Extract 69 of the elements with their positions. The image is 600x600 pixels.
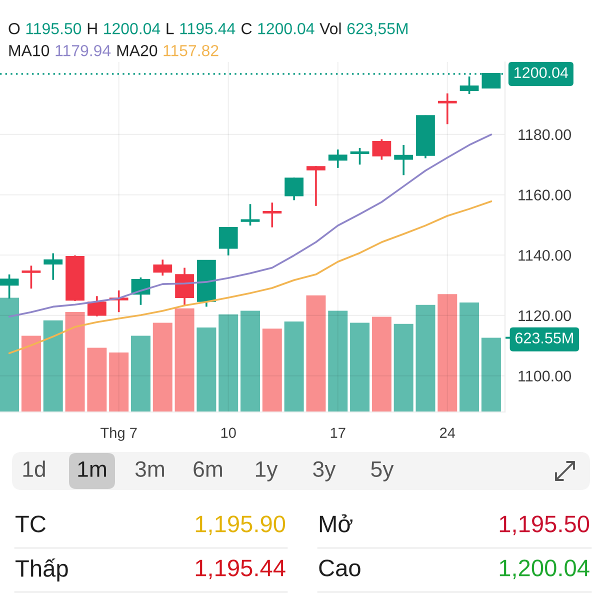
bar bbox=[87, 348, 107, 412]
bar bbox=[196, 327, 216, 412]
candlestick bbox=[240, 203, 260, 226]
bar bbox=[174, 308, 194, 412]
bar bbox=[306, 295, 326, 412]
text: 1d bbox=[23, 460, 45, 477]
y-tick-label: 1180.00 bbox=[518, 129, 571, 140]
candlestick bbox=[44, 252, 63, 281]
y-tick-label: 1100.00 bbox=[518, 370, 571, 382]
candlestick bbox=[328, 148, 348, 169]
y-tick-label: 1120.00 bbox=[518, 310, 571, 322]
candlestick bbox=[87, 295, 106, 318]
x-tick-label: 10 bbox=[221, 428, 236, 438]
candlestick bbox=[175, 266, 194, 306]
text: 1,195.44 bbox=[196, 560, 286, 580]
bar bbox=[109, 352, 129, 412]
y-tick-label: 1140.00 bbox=[518, 250, 571, 261]
ref-line-label: 1200.04 bbox=[514, 67, 568, 78]
text: Thấp bbox=[16, 558, 68, 582]
bar bbox=[152, 322, 172, 412]
bar bbox=[394, 324, 414, 412]
text: 6m bbox=[194, 461, 222, 477]
text: TC bbox=[16, 516, 46, 532]
text: 3m bbox=[135, 461, 164, 477]
text: Cao bbox=[319, 560, 360, 576]
bar bbox=[262, 328, 282, 412]
candlestick bbox=[438, 92, 457, 126]
candlestick bbox=[306, 165, 326, 207]
text: Mở bbox=[320, 514, 352, 532]
text: 1,195.90 bbox=[196, 516, 286, 536]
bar bbox=[43, 320, 63, 412]
bar bbox=[218, 314, 238, 412]
line-series bbox=[8, 134, 492, 318]
text: 1,195.50 bbox=[500, 516, 590, 536]
candlestick bbox=[153, 258, 172, 277]
x-tick-label: 24 bbox=[440, 428, 456, 438]
candlestick bbox=[372, 138, 392, 161]
text: 1,200.04 bbox=[500, 560, 590, 580]
candlestick bbox=[394, 144, 414, 176]
bar bbox=[372, 316, 392, 412]
text: O 1195.50 H 1200.04 L 1195.44 C 1200.04 Vol 623,55M bbox=[8, 22, 408, 36]
y2-tick-label: 623.55M bbox=[516, 332, 573, 344]
candlestick bbox=[284, 176, 304, 202]
bar bbox=[130, 336, 150, 412]
text: 1m bbox=[78, 461, 106, 477]
bar bbox=[438, 294, 458, 412]
candlestick bbox=[0, 274, 19, 300]
candlestick bbox=[218, 226, 238, 256]
bar bbox=[65, 312, 85, 412]
text: 3y bbox=[313, 461, 336, 482]
bar bbox=[240, 310, 260, 412]
bar bbox=[350, 322, 370, 412]
text: MA10 1179.94 MA20 1157.82 bbox=[9, 44, 218, 56]
bar bbox=[0, 298, 20, 412]
x-tick-label: Thg 7 bbox=[100, 427, 137, 441]
candlestick bbox=[22, 264, 41, 290]
text: 1y bbox=[256, 461, 278, 482]
text: 5y bbox=[371, 461, 394, 482]
line-series bbox=[8, 200, 492, 354]
bar bbox=[416, 304, 436, 412]
candlestick bbox=[350, 147, 370, 166]
bar bbox=[460, 302, 480, 412]
bar bbox=[21, 336, 41, 412]
x-tick-label: 17 bbox=[330, 428, 346, 438]
bar bbox=[328, 310, 348, 412]
bar bbox=[284, 322, 304, 412]
bar bbox=[481, 338, 501, 412]
candlestick bbox=[262, 202, 282, 228]
y-tick-label: 1160.00 bbox=[518, 190, 571, 200]
